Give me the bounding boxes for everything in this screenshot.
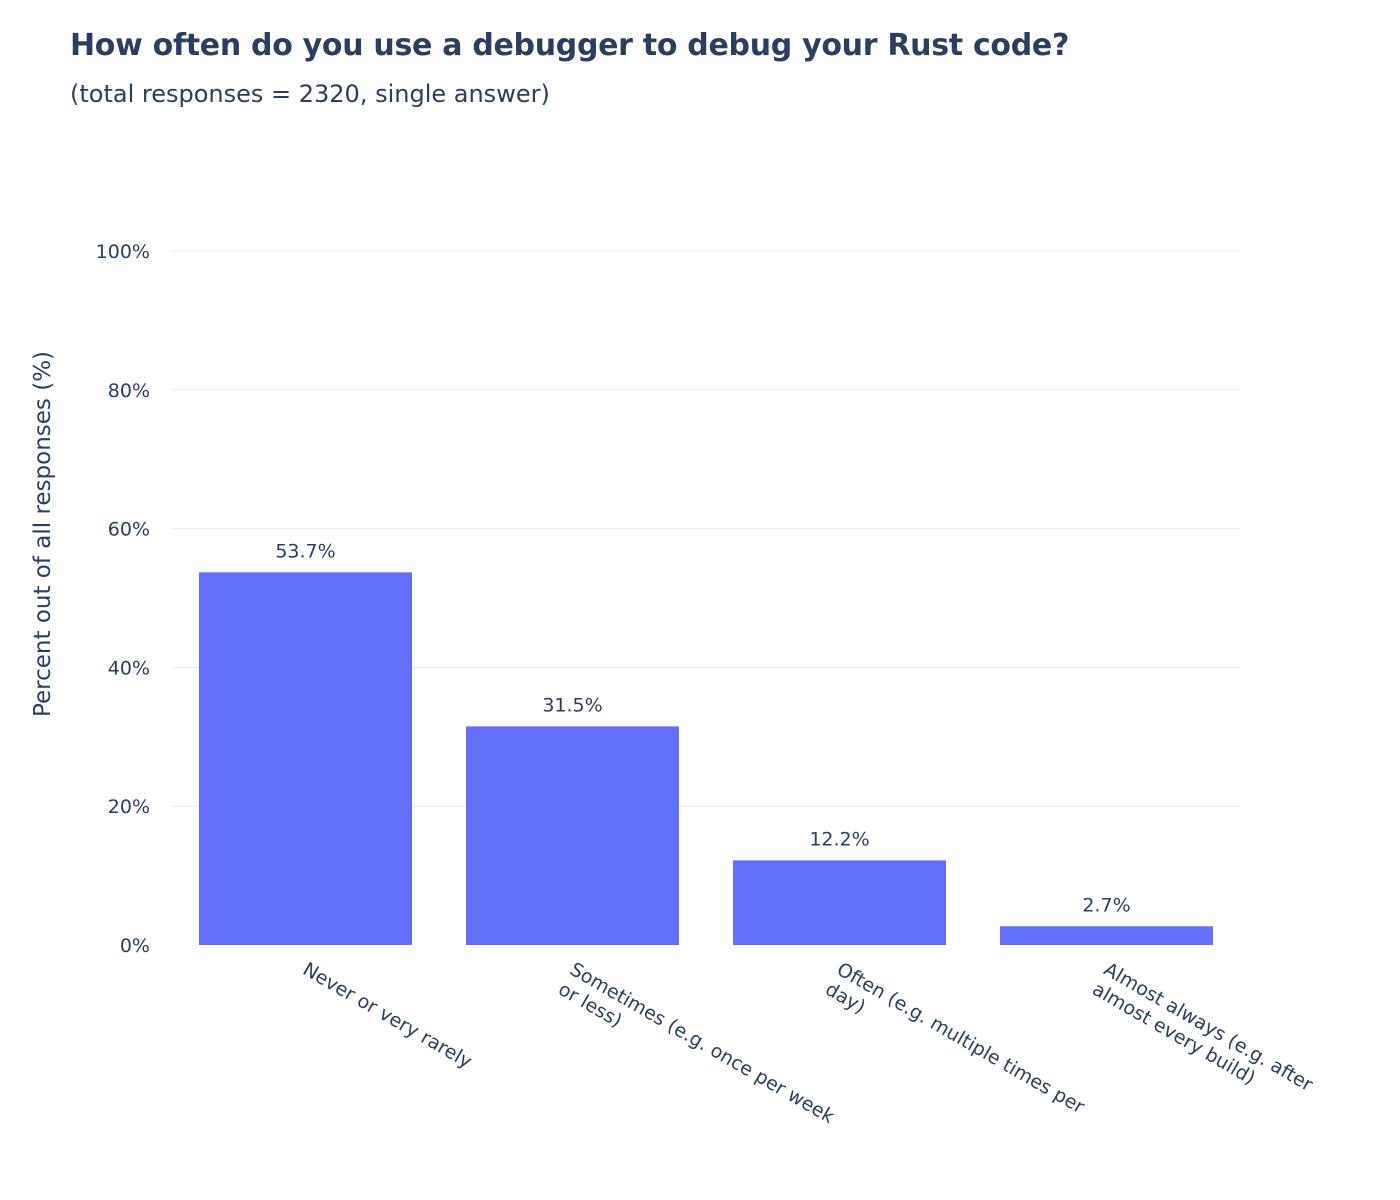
data-label: 53.7% [275,540,335,562]
bar [733,860,946,945]
y-tick-label: 60% [108,519,150,541]
chart-subtitle: (total responses = 2320, single answer) [70,80,550,108]
x-tick-label-line: Often (e.g. multiple times per [833,958,1088,1118]
data-label: 31.5% [542,694,602,716]
x-tick-label-line: Never or very rarely [299,958,476,1073]
y-tick-label: 20% [108,796,150,818]
x-tick-label: Often (e.g. multiple times perday) [822,958,1089,1138]
x-tick-label-line: Sometimes (e.g. once per week [566,958,838,1128]
data-label: 12.2% [809,828,869,850]
bar [1000,926,1213,945]
x-tick-label: Almost always (e.g. afteralmost every bu… [1089,958,1317,1116]
x-tick-label: Never or very rarely [299,958,476,1073]
chart-title: How often do you use a debugger to debug… [70,28,1070,63]
x-tick-label: Sometimes (e.g. once per weekor less) [555,958,839,1148]
data-label: 2.7% [1082,894,1130,916]
y-tick-label: 0% [120,935,150,957]
y-tick-label: 100% [96,241,150,263]
x-tick-label-line: Almost always (e.g. after [1100,958,1317,1096]
bar [466,726,679,945]
bar [199,572,412,945]
y-tick-label: 40% [108,657,150,679]
y-axis-title: Percent out of all responses (%) [30,351,56,717]
y-tick-label: 80% [108,380,150,402]
